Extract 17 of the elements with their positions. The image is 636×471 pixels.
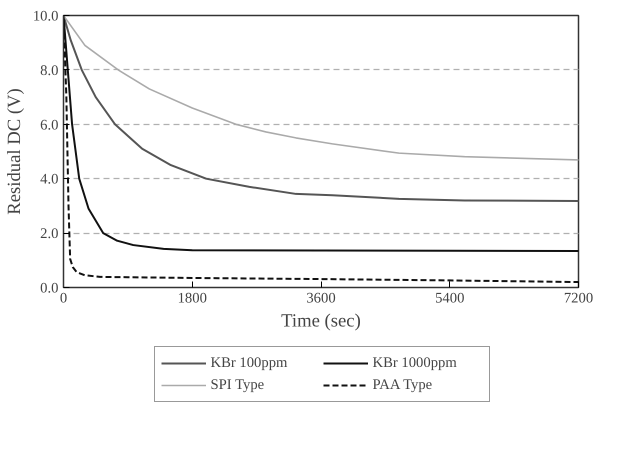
legend-label: PAA Type	[372, 376, 434, 394]
y-tick-label: 6.0	[40, 117, 59, 134]
x-tick-label: 5400	[435, 290, 464, 306]
x-tick-label: 0	[60, 290, 68, 306]
x-tick-label: 7200	[564, 290, 594, 306]
x-tick-label: 3600	[306, 290, 336, 306]
legend-label: KBr 100ppm	[210, 354, 288, 372]
y-axis-title: Residual DC (V)	[4, 88, 25, 215]
y-tick-label: 0.0	[40, 280, 59, 296]
legend-label: KBr 1000ppm	[372, 354, 458, 372]
x-axis-title: Time (sec)	[281, 310, 361, 332]
y-tick-label: 2.0	[40, 226, 59, 242]
y-tick-label: 10.0	[32, 8, 59, 24]
legend-label: SPI Type	[210, 376, 266, 394]
x-tick-label: 1800	[178, 290, 207, 306]
y-tick-label: 4.0	[40, 172, 59, 188]
y-tick-label: 8.0	[40, 62, 59, 79]
